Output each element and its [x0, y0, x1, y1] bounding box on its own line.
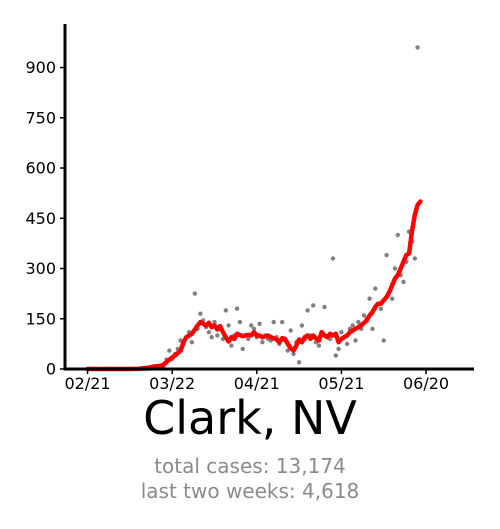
daily-point-76 — [299, 323, 305, 328]
tick-labels: 0 150 300 450 600 750 900 02/21 03/22 04/21 05/21 0… — [25, 58, 449, 393]
daily-point-61 — [257, 321, 262, 326]
daily-point-116 — [412, 256, 417, 261]
daily-point-78 — [305, 308, 310, 313]
daily-point-82 — [316, 343, 322, 348]
daily-point-90 — [339, 330, 344, 335]
daily-point-101 — [370, 326, 375, 331]
daily-point-108 — [390, 296, 395, 301]
chart-title: Clark, NV — [143, 391, 357, 445]
daily-point-73 — [291, 351, 296, 357]
daily-point-95 — [353, 338, 358, 343]
daily-point-92 — [344, 341, 350, 347]
daily-point-54 — [237, 319, 243, 325]
y-tick-label-1: 150 — [25, 309, 56, 328]
y-tick-label-6: 900 — [25, 58, 56, 77]
x-tick-label-2: 04/21 — [234, 374, 280, 393]
daily-point-94 — [350, 323, 355, 328]
daily-point-62 — [260, 340, 265, 345]
daily-point-106 — [384, 252, 389, 258]
daily-point-117 — [415, 45, 420, 50]
x-tick-label-4: 06/20 — [403, 374, 449, 393]
daily-point-55 — [240, 346, 245, 352]
daily-point-66 — [271, 319, 276, 325]
daily-point-43 — [206, 330, 212, 335]
total-cases-label: total cases: 13,174 — [154, 454, 346, 478]
x-tick-label-3: 05/21 — [318, 374, 364, 393]
daily-point-53 — [234, 306, 240, 311]
daily-point-112 — [401, 279, 406, 285]
y-tick-label-4: 600 — [25, 159, 56, 178]
daily-point-89 — [336, 346, 341, 352]
daily-point-72 — [288, 328, 293, 333]
daily-point-57 — [246, 336, 251, 342]
daily-point-69 — [280, 319, 285, 325]
daily-point-51 — [229, 343, 234, 348]
last-two-weeks-label: last two weeks: 4,618 — [140, 479, 360, 503]
y-tick-label-2: 300 — [25, 259, 56, 278]
daily-point-59 — [251, 326, 257, 331]
daily-point-38 — [192, 291, 197, 296]
x-tick-label-1: 03/22 — [149, 374, 195, 393]
daily-point-110 — [395, 232, 400, 238]
moving-average-line — [85, 199, 423, 372]
daily-point-58 — [249, 323, 254, 328]
daily-points — [85, 45, 420, 372]
daily-point-105 — [381, 338, 386, 343]
daily-point-29 — [167, 348, 172, 353]
daily-point-44 — [209, 335, 214, 340]
x-tick-label-0: 02/21 — [65, 374, 111, 393]
daily-point-50 — [226, 323, 231, 328]
daily-point-100 — [367, 296, 372, 301]
daily-point-80 — [311, 303, 316, 308]
daily-point-109 — [392, 266, 398, 271]
y-tick-label-5: 750 — [25, 108, 56, 127]
daily-point-40 — [198, 311, 203, 316]
daily-point-88 — [333, 353, 338, 358]
daily-point-102 — [373, 286, 378, 291]
daily-point-46 — [215, 333, 220, 338]
axes — [63, 24, 474, 371]
daily-point-75 — [296, 360, 302, 365]
daily-point-87 — [330, 256, 336, 261]
moving-average — [85, 199, 423, 372]
daily-point-96 — [356, 319, 361, 325]
daily-point-45 — [212, 319, 217, 325]
y-tick-label-0: 0 — [46, 360, 56, 379]
chart: 0 150 300 450 600 750 900 02/21 03/22 04/21 05/21 0… — [25, 24, 474, 393]
daily-point-84 — [322, 304, 327, 310]
daily-point-98 — [361, 313, 367, 318]
y-tick-label-3: 450 — [25, 209, 56, 228]
daily-point-104 — [378, 306, 384, 311]
daily-point-49 — [223, 308, 228, 313]
daily-point-37 — [189, 340, 195, 345]
